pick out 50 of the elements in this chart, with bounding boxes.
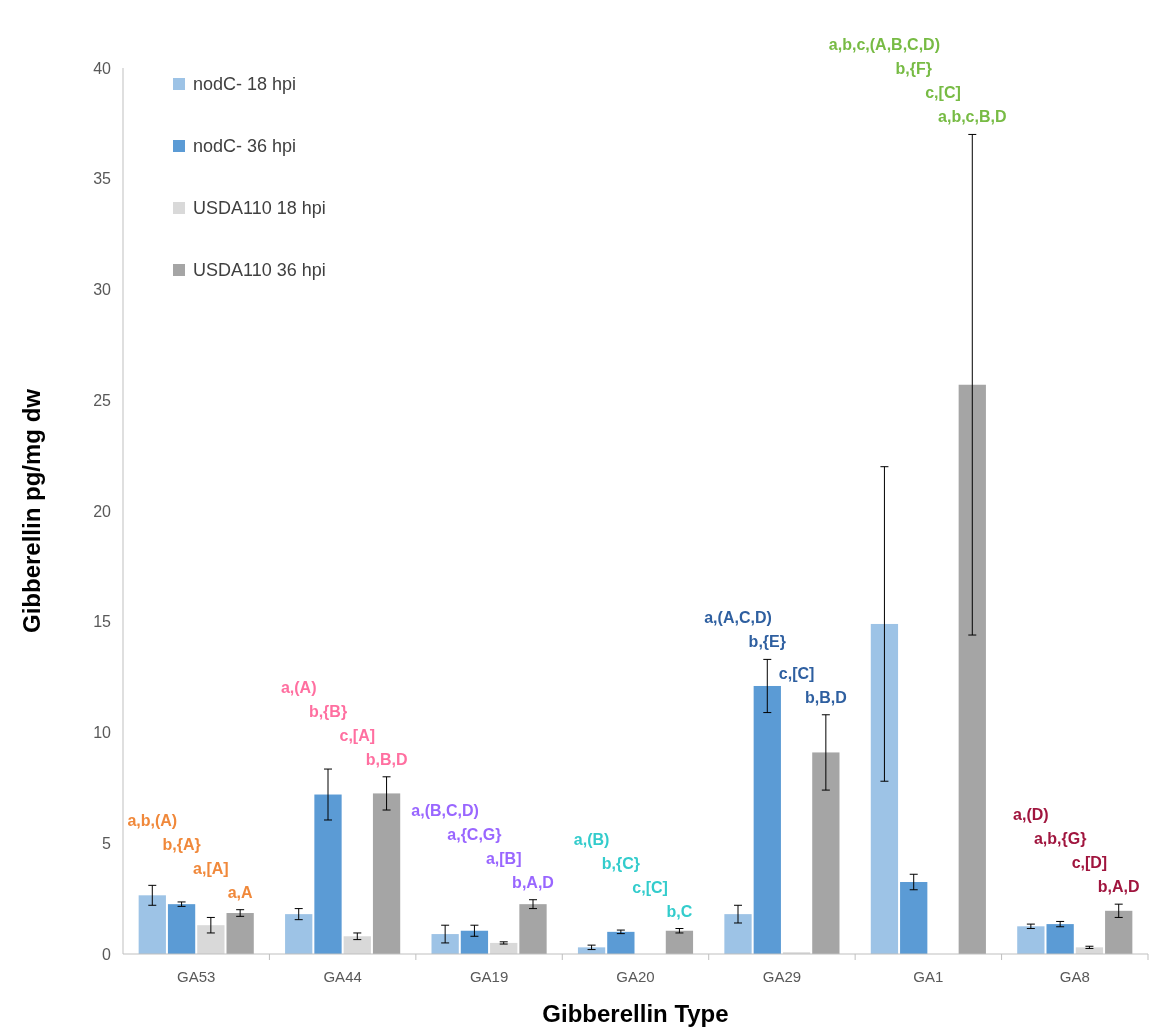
annotation: c,[C] xyxy=(925,84,961,102)
annotation: b,A,D xyxy=(512,873,554,891)
x-tick-label: GA44 xyxy=(323,968,362,985)
y-tick-label: 20 xyxy=(93,502,112,520)
annotation: b,{F} xyxy=(895,60,932,78)
annotation: a,[B] xyxy=(485,849,522,867)
annotation: c,[C] xyxy=(778,664,815,682)
y-tick-label: 40 xyxy=(93,59,112,77)
annotation: b,B,D xyxy=(365,750,408,768)
annotation: c,[C] xyxy=(632,878,668,896)
x-tick-label: GA29 xyxy=(762,968,802,985)
y-tick-label: 0 xyxy=(102,945,112,963)
y-tick-label: 25 xyxy=(93,391,112,409)
annotation: a,(B) xyxy=(573,830,610,848)
annotation: b,{C} xyxy=(601,854,640,872)
y-tick-label: 30 xyxy=(93,281,112,298)
y-axis-title: Gibberellin pg/mg dw xyxy=(18,388,45,634)
annotation: b,C xyxy=(666,902,693,920)
annotation: b,A,D xyxy=(1097,878,1140,896)
annotation: b,{A} xyxy=(162,835,201,853)
annotation: c,[D] xyxy=(1071,854,1108,872)
annotation: a,(D) xyxy=(1013,806,1049,824)
annotation: b,{E} xyxy=(748,633,786,651)
x-axis-title: Gibberellin Type xyxy=(542,1000,729,1027)
y-tick-label: 15 xyxy=(93,613,112,631)
annotation: a,b,(A) xyxy=(127,811,178,829)
text: a,b,c,(A,B,C,D) xyxy=(828,36,940,54)
annotation: a,(A) xyxy=(280,678,317,696)
annotation: b,{B} xyxy=(308,702,348,720)
legend-label: USDA110 18 hpi xyxy=(193,198,326,219)
annotation: a,b,{G} xyxy=(1033,830,1087,848)
x-tick-label: GA8 xyxy=(1059,968,1090,985)
annotation: a,b,c,B,D xyxy=(938,108,1007,126)
legend-label: nodC- 36 hpi xyxy=(193,136,297,157)
annotation: a,(A,C,D) xyxy=(704,609,772,627)
y-tick-label: 35 xyxy=(93,170,112,188)
annotation: a,A xyxy=(227,883,254,901)
x-tick-label: GA1 xyxy=(913,968,944,985)
y-tick-label: 5 xyxy=(102,834,112,852)
annotation: a,[A] xyxy=(193,859,229,877)
legend-label: USDA110 36 hpi xyxy=(193,260,326,281)
annotation: a,{C,G} xyxy=(447,825,502,843)
legend-label: nodC- 18 hpi xyxy=(193,74,297,95)
x-tick-label: GA20 xyxy=(616,968,655,985)
x-tick-label: GA53 xyxy=(177,968,216,985)
x-tick-label: GA19 xyxy=(469,968,509,985)
annotation: c,[A] xyxy=(339,726,376,744)
annotation: a,(B,C,D) xyxy=(411,801,479,819)
annotation: b,B,D xyxy=(804,688,847,706)
y-tick-label: 10 xyxy=(93,724,112,741)
